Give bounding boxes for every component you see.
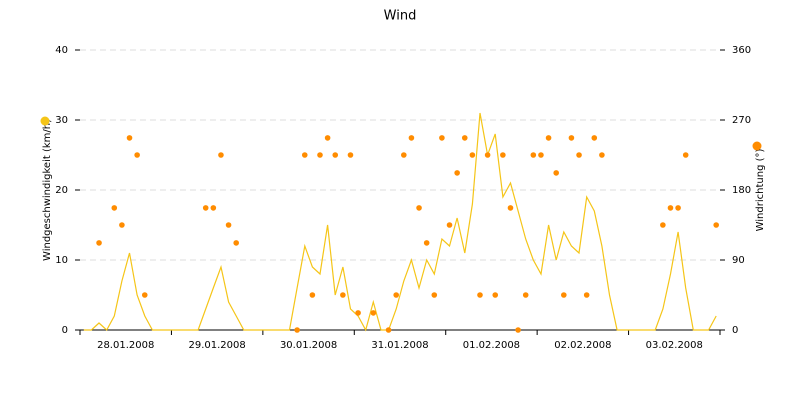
direction-point	[454, 170, 460, 176]
direction-point	[439, 135, 445, 141]
direction-point	[324, 135, 331, 141]
direction-point	[210, 205, 217, 211]
direction-point	[225, 222, 232, 228]
direction-point	[568, 135, 575, 141]
direction-point	[538, 152, 544, 158]
x-tick-label: 28.01.2008	[97, 340, 154, 351]
direction-point	[461, 135, 468, 141]
direction-point	[294, 327, 300, 333]
y2-tick-label: 180	[732, 185, 751, 196]
direction-point	[484, 152, 491, 158]
speed-line	[83, 112, 717, 332]
direction-point	[522, 292, 529, 298]
direction-point	[416, 205, 422, 211]
direction-point	[583, 292, 590, 298]
direction-point	[675, 205, 681, 211]
x-tick-label: 29.01.2008	[189, 340, 246, 351]
direction-point	[545, 135, 552, 141]
direction-point	[408, 135, 415, 141]
direction-point	[233, 240, 239, 246]
y2-tick-label: 0	[732, 325, 738, 336]
chart-title: Wind	[384, 9, 417, 24]
y-tick-label: 10	[55, 255, 68, 266]
direction-point	[599, 152, 605, 158]
legend-marker	[40, 116, 50, 126]
direction-point	[469, 152, 476, 158]
direction-point	[301, 152, 308, 158]
direction-point	[218, 152, 224, 158]
direction-point	[530, 152, 537, 158]
direction-point	[492, 292, 499, 298]
direction-point	[515, 327, 521, 333]
direction-point	[340, 292, 346, 298]
y-tick-label: 0	[62, 325, 68, 336]
direction-point	[393, 292, 399, 298]
direction-point	[385, 327, 392, 333]
direction-point	[111, 205, 118, 211]
direction-point	[317, 152, 323, 158]
direction-point	[713, 222, 719, 228]
direction-point	[576, 152, 582, 158]
y2-tick-label: 90	[732, 255, 745, 266]
direction-point	[141, 292, 148, 298]
direction-point	[370, 310, 377, 316]
y2-axis-label: Windrichtung (°)	[755, 149, 766, 232]
x-tick-label: 31.01.2008	[371, 340, 428, 351]
direction-point	[309, 292, 316, 298]
y-tick-label: 40	[55, 45, 68, 56]
y-axis-label: Windgeschwindigkeit (km/h)	[42, 119, 53, 261]
direction-point	[202, 205, 209, 211]
direction-point	[446, 222, 453, 228]
y-tick-label: 30	[55, 115, 68, 126]
y-tick-label: 20	[55, 185, 68, 196]
direction-point	[660, 222, 666, 228]
direction-point	[96, 240, 102, 246]
x-tick-label: 03.02.2008	[646, 340, 703, 351]
direction-point	[591, 135, 598, 141]
y2-tick-label: 270	[732, 115, 751, 126]
direction-point	[553, 170, 559, 176]
direction-point	[667, 205, 674, 211]
y2-tick-label: 360	[732, 45, 751, 56]
direction-point	[500, 152, 506, 158]
direction-point	[347, 152, 354, 158]
direction-point	[423, 240, 430, 246]
direction-point	[355, 310, 361, 316]
direction-point	[507, 205, 514, 211]
direction-point	[561, 292, 567, 298]
direction-point	[119, 222, 125, 228]
direction-point	[134, 152, 140, 158]
x-tick-label: 01.02.2008	[463, 340, 520, 351]
x-tick-label: 02.02.2008	[554, 340, 611, 351]
direction-point	[401, 152, 407, 158]
direction-point	[477, 292, 483, 298]
direction-point	[682, 152, 689, 158]
direction-point	[431, 292, 438, 298]
direction-point	[332, 152, 339, 158]
legend-marker	[752, 141, 762, 151]
direction-point	[126, 135, 133, 141]
x-tick-label: 30.01.2008	[280, 340, 337, 351]
